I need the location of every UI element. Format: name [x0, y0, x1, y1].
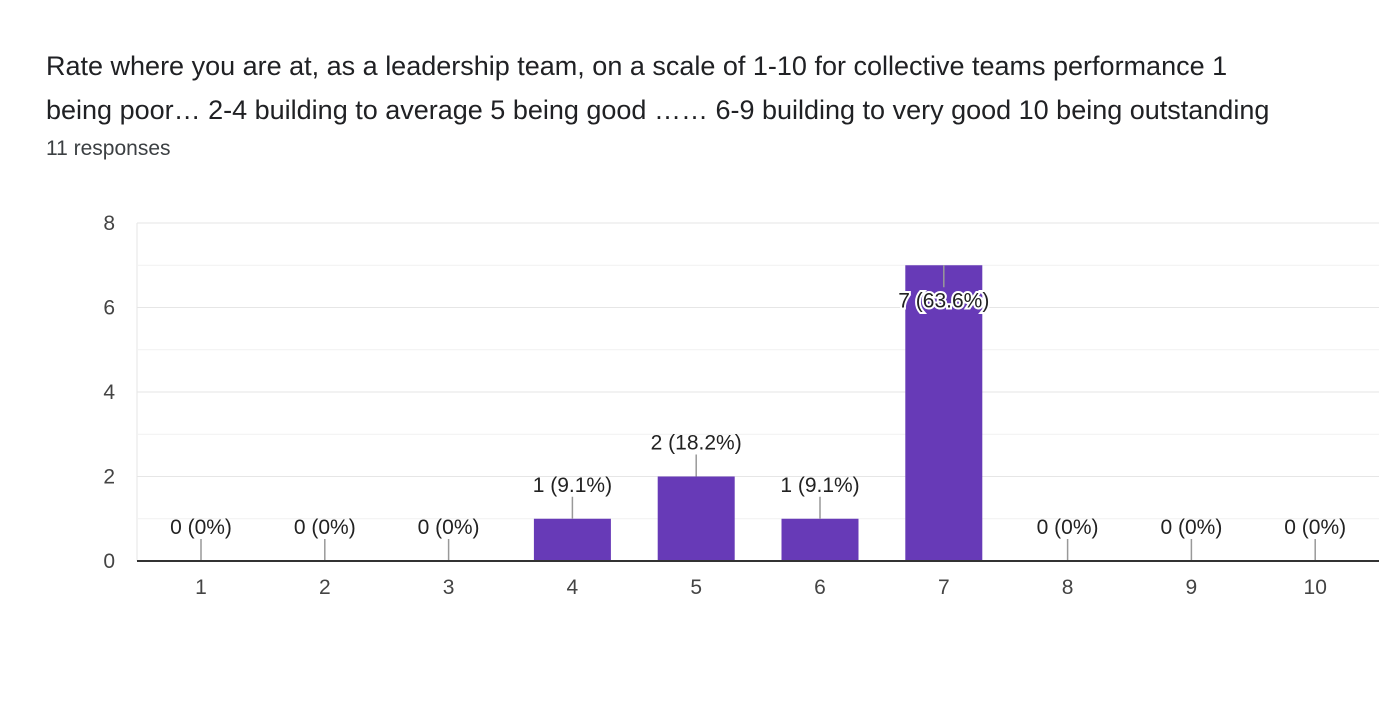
x-tick-label: 10 — [1304, 576, 1327, 599]
data-label: 0 (0%) — [1037, 516, 1099, 539]
response-count: 11 responses — [46, 137, 171, 160]
bar — [657, 476, 735, 561]
question-line-2: being poor… 2-4 building to average 5 be… — [46, 95, 1270, 125]
question-title: Rate where you are at, as a leadership t… — [46, 44, 1346, 132]
data-label: 2 (18.2%) — [651, 432, 742, 455]
data-label: 1 (9.1%) — [780, 474, 859, 497]
data-label: 0 (0%) — [1284, 516, 1346, 539]
data-label: 0 (0%) — [170, 516, 232, 539]
y-tick-label: 2 — [103, 466, 115, 489]
x-tick-label: 9 — [1186, 576, 1198, 599]
y-tick-label: 6 — [103, 297, 115, 320]
x-tick-label: 1 — [195, 576, 207, 599]
data-label: 0 (0%) — [294, 516, 356, 539]
bar — [533, 518, 611, 561]
y-tick-label: 0 — [103, 550, 115, 573]
data-label: 0 (0%) — [1160, 516, 1222, 539]
question-line-1: Rate where you are at, as a leadership t… — [46, 51, 1228, 81]
bar — [781, 518, 859, 561]
data-label-leaders — [200, 265, 1316, 561]
y-tick-label: 4 — [103, 381, 115, 404]
x-tick-label: 7 — [938, 576, 950, 599]
x-tick-label: 5 — [690, 576, 702, 599]
bar — [905, 265, 983, 561]
x-tick-label: 2 — [319, 576, 331, 599]
x-tick-label: 6 — [814, 576, 826, 599]
x-tick-label: 8 — [1062, 576, 1074, 599]
gridlines — [136, 222, 1379, 561]
y-axis-ticks: 0 2 4 6 8 — [103, 212, 115, 573]
data-label: 7 (63.6%) — [898, 289, 989, 312]
x-tick-label: 4 — [567, 576, 579, 599]
data-label: 1 (9.1%) — [533, 474, 612, 497]
x-tick-label: 3 — [443, 576, 455, 599]
data-label: 0 (0%) — [418, 516, 480, 539]
data-labels: 0 (0%) 0 (0%) 0 (0%) 1 (9.1%) 2 (18.2%) 1 (9.… — [170, 287, 1346, 539]
bars — [533, 265, 983, 561]
x-axis-ticks: 1 2 3 4 5 6 7 8 9 10 — [195, 576, 1327, 599]
y-tick-label: 8 — [103, 212, 115, 235]
